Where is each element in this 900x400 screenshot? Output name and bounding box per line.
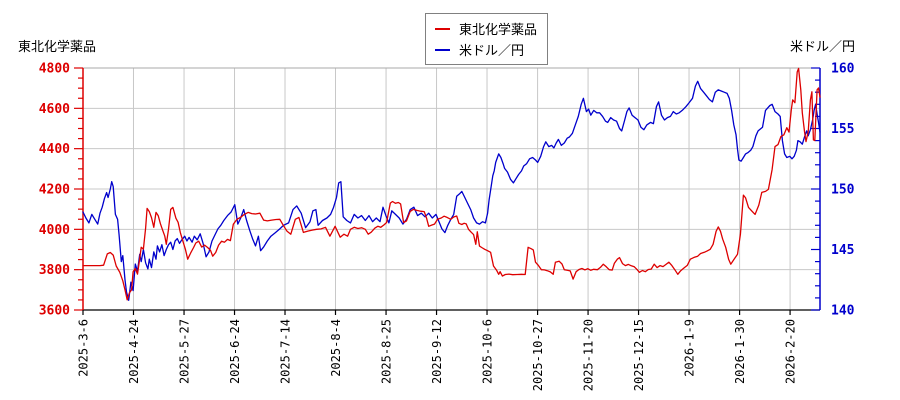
right-tick-label: 150	[831, 183, 855, 198]
legend-item-usdjpy: 米ドル／円	[435, 39, 537, 60]
legend-item-stock: 東北化学薬品	[435, 18, 537, 39]
series-stock-line	[82, 67, 821, 301]
left-tick-label: 4000	[39, 223, 70, 238]
right-tick-label: 140	[831, 304, 855, 319]
x-tick-label: 2025-5-27	[178, 319, 192, 384]
x-tick-label: 2026-1-9	[683, 319, 697, 377]
legend-label-usdjpy: 米ドル／円	[459, 44, 525, 59]
x-tick-label: 2025-9-12	[430, 319, 444, 384]
x-tick-label: 2025-11-20	[582, 319, 596, 391]
x-tick-label: 2026-2-20	[784, 319, 798, 384]
right-axis-title: 米ドル／円	[789, 40, 855, 55]
x-tick-label: 2025-8-4	[329, 319, 343, 377]
x-tick-label: 2025-4-24	[127, 319, 141, 384]
x-tick-label: 2025-12-15	[632, 319, 646, 391]
left-tick-label: 4400	[39, 142, 70, 157]
red-line-sample-icon	[435, 27, 450, 30]
left-tick-label: 4800	[39, 62, 70, 77]
left-tick-label: 3600	[39, 304, 70, 319]
right-tick-label: 145	[831, 243, 854, 258]
x-tick-label: 2025-3-6	[77, 319, 91, 377]
right-tick-label: 155	[831, 122, 854, 137]
left-axis-title: 東北化学薬品	[18, 40, 97, 55]
legend-label-stock: 東北化学薬品	[459, 23, 538, 38]
left-tick-label: 4600	[39, 102, 70, 117]
series-usdjpy-line	[82, 80, 821, 301]
x-tick-label: 2025-10-6	[481, 319, 495, 384]
legend: 東北化学薬品 米ドル／円	[425, 13, 549, 65]
x-tick-label: 2026-1-30	[733, 319, 747, 384]
x-tick-label: 2025-7-14	[279, 319, 293, 384]
left-tick-label: 4200	[39, 183, 70, 198]
x-tick-label: 2025-6-24	[228, 319, 242, 384]
blue-line-sample-icon	[435, 48, 450, 51]
right-tick-label: 160	[831, 62, 855, 77]
x-tick-label: 2025-10-27	[531, 319, 545, 391]
left-tick-label: 3800	[39, 263, 70, 278]
x-tick-label: 2025-8-25	[380, 319, 394, 384]
